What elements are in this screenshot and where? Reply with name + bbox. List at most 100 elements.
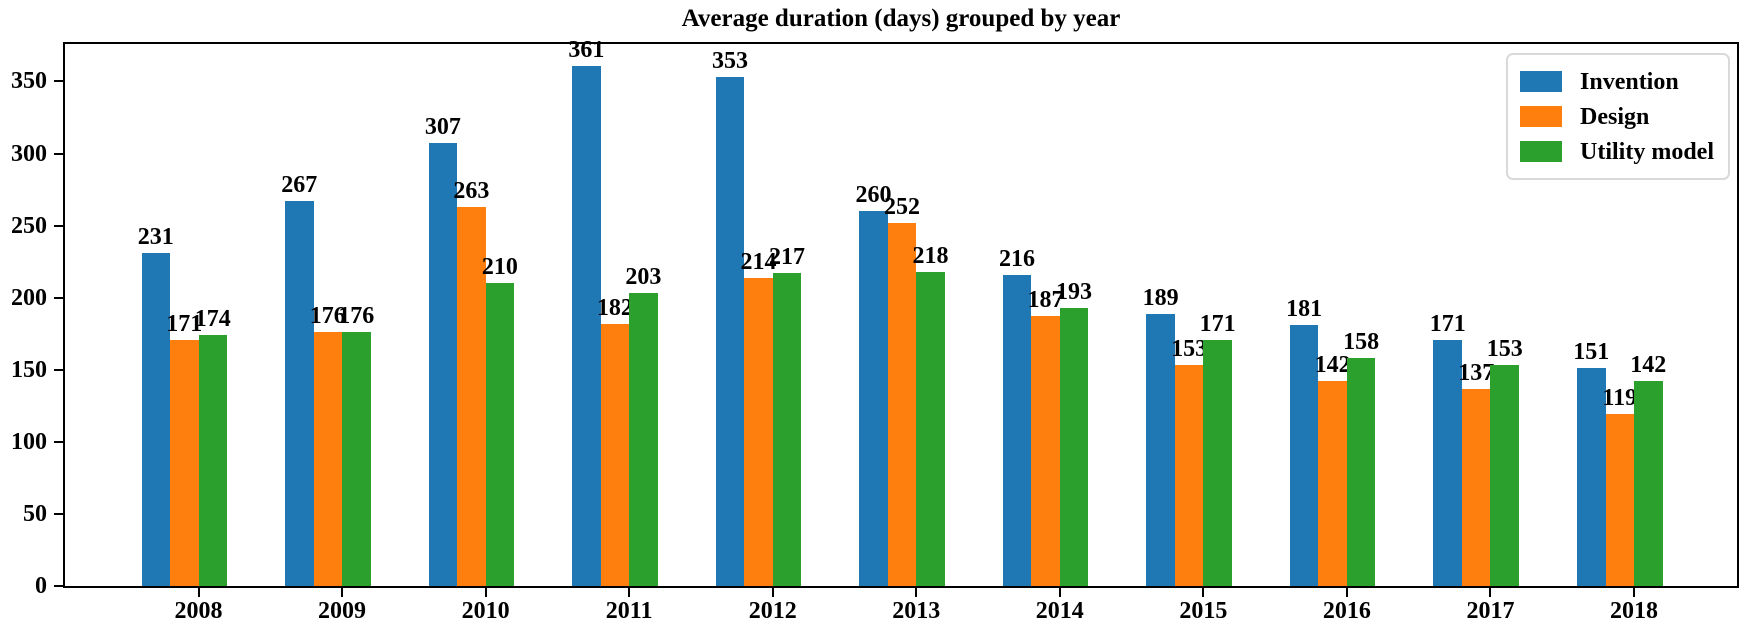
bar-invention-2009 bbox=[285, 201, 314, 586]
bar-design-2017 bbox=[1461, 388, 1491, 586]
bar-invention-2011 bbox=[572, 65, 601, 586]
bar-invention-2014 bbox=[1002, 274, 1032, 586]
x-axis-tick bbox=[1202, 588, 1205, 597]
y-axis-tick-label: 250 bbox=[11, 212, 47, 239]
x-axis-tick-label: 2016 bbox=[1322, 598, 1371, 624]
legend-item: Utility model bbox=[1520, 134, 1714, 169]
bar-utility-model-2013 bbox=[916, 271, 945, 586]
x-axis-tick bbox=[1058, 588, 1061, 597]
y-axis-tick bbox=[54, 512, 63, 515]
bar-value-label: 142 bbox=[1630, 352, 1667, 379]
y-axis-tick-label: 300 bbox=[11, 140, 47, 167]
legend-label: Design bbox=[1580, 103, 1650, 130]
bar-utility-model-2017 bbox=[1490, 365, 1519, 586]
bar-design-2009 bbox=[313, 332, 343, 586]
bar-value-label: 153 bbox=[1486, 336, 1523, 363]
x-axis-tick bbox=[341, 588, 344, 597]
x-axis-tick-label: 2013 bbox=[892, 598, 941, 624]
bar-utility-model-2018 bbox=[1634, 381, 1663, 586]
legend-label: Utility model bbox=[1580, 138, 1714, 165]
y-axis-tick-label: 150 bbox=[11, 356, 47, 383]
bar-value-label: 307 bbox=[424, 114, 461, 141]
bar-design-2008 bbox=[170, 339, 199, 586]
bar-value-label: 158 bbox=[1343, 329, 1380, 356]
legend-swatch-icon bbox=[1520, 106, 1562, 127]
bar-invention-2015 bbox=[1146, 313, 1175, 586]
legend-swatch-icon bbox=[1520, 71, 1562, 92]
x-axis-tick bbox=[1489, 588, 1492, 597]
y-axis-tick-label: 0 bbox=[35, 573, 47, 599]
bar-invention-2016 bbox=[1289, 325, 1319, 586]
bar-utility-model-2008 bbox=[198, 335, 227, 586]
y-axis-tick-label: 100 bbox=[11, 428, 47, 455]
bar-value-label: 210 bbox=[481, 254, 518, 281]
bar-utility-model-2012 bbox=[772, 273, 802, 586]
x-axis-tick bbox=[771, 588, 774, 597]
bar-utility-model-2016 bbox=[1346, 358, 1376, 586]
x-axis-tick-label: 2018 bbox=[1610, 598, 1658, 624]
legend-swatch-icon bbox=[1520, 141, 1562, 162]
legend-label: Invention bbox=[1580, 68, 1679, 95]
y-axis-tick-label: 200 bbox=[11, 284, 47, 311]
x-axis-tick bbox=[1633, 588, 1635, 597]
bar-value-label: 174 bbox=[194, 306, 231, 333]
bar-invention-2012 bbox=[715, 77, 745, 586]
x-axis-tick bbox=[915, 588, 918, 597]
bar-design-2012 bbox=[744, 277, 773, 586]
x-axis-tick bbox=[628, 588, 631, 597]
y-axis-tick bbox=[54, 80, 63, 83]
bar-utility-model-2010 bbox=[485, 283, 515, 586]
x-axis-tick-label: 2010 bbox=[461, 598, 510, 624]
bar-value-label: 119 bbox=[1602, 385, 1638, 412]
x-axis-tick-label: 2011 bbox=[605, 598, 653, 624]
bar-value-label: 353 bbox=[711, 48, 748, 75]
y-axis-tick bbox=[54, 585, 63, 587]
bar-value-label: 189 bbox=[1142, 284, 1179, 311]
y-axis-tick bbox=[54, 296, 63, 299]
bar-value-label: 260 bbox=[855, 182, 892, 209]
x-axis-tick-label: 2009 bbox=[318, 598, 367, 624]
x-axis-tick-label: 2015 bbox=[1179, 598, 1228, 624]
bar-utility-model-2014 bbox=[1059, 307, 1089, 586]
y-axis-tick-label: 50 bbox=[23, 500, 47, 527]
bar-value-label: 193 bbox=[1056, 278, 1093, 305]
bar-invention-2017 bbox=[1433, 339, 1462, 586]
bar-value-label: 137 bbox=[1458, 359, 1495, 386]
plot-area: 0 50 100 150 200 250 300 350 231 171 174 2008 267 176… bbox=[11, 38, 1739, 623]
bar-value-label: 181 bbox=[1286, 296, 1323, 323]
bar-value-label: 252 bbox=[884, 193, 920, 220]
x-axis-tick-label: 2017 bbox=[1466, 598, 1515, 624]
bar-value-label: 216 bbox=[999, 245, 1036, 272]
bar-value-label: 142 bbox=[1314, 352, 1351, 379]
chart-title: Average duration (days) grouped by year bbox=[681, 5, 1121, 32]
y-axis-tick bbox=[54, 368, 63, 371]
y-axis-tick-label: 350 bbox=[11, 68, 47, 95]
bar-value-label: 231 bbox=[137, 224, 174, 251]
bar-value-label: 361 bbox=[568, 36, 605, 63]
bar-invention-2008 bbox=[141, 253, 170, 586]
bar-value-label: 217 bbox=[768, 244, 805, 271]
legend-item: Invention bbox=[1520, 64, 1714, 99]
x-axis-tick bbox=[1345, 588, 1348, 597]
bar-value-label: 176 bbox=[309, 303, 346, 330]
bar-value-label: 267 bbox=[281, 172, 318, 199]
bar-invention-2018 bbox=[1577, 368, 1606, 586]
bar-value-label: 214 bbox=[740, 248, 777, 275]
bar-invention-2010 bbox=[428, 143, 458, 586]
legend-item: Design bbox=[1520, 99, 1714, 134]
bar-utility-model-2011 bbox=[629, 293, 658, 586]
bar-value-label: 171 bbox=[1199, 310, 1236, 337]
x-axis-tick-label: 2008 bbox=[174, 598, 223, 624]
bar-design-2014 bbox=[1031, 316, 1060, 586]
bar-invention-2013 bbox=[859, 211, 888, 586]
bar-design-2010 bbox=[457, 206, 486, 586]
bar-value-label: 218 bbox=[912, 242, 949, 269]
bar-value-label: 151 bbox=[1573, 339, 1610, 366]
bar-value-label: 182 bbox=[596, 294, 633, 321]
bar-value-label: 171 bbox=[1429, 310, 1466, 337]
y-axis-tick bbox=[54, 440, 63, 443]
bar-design-2015 bbox=[1174, 365, 1204, 586]
y-axis-tick bbox=[54, 224, 63, 227]
x-axis-tick bbox=[197, 588, 200, 597]
